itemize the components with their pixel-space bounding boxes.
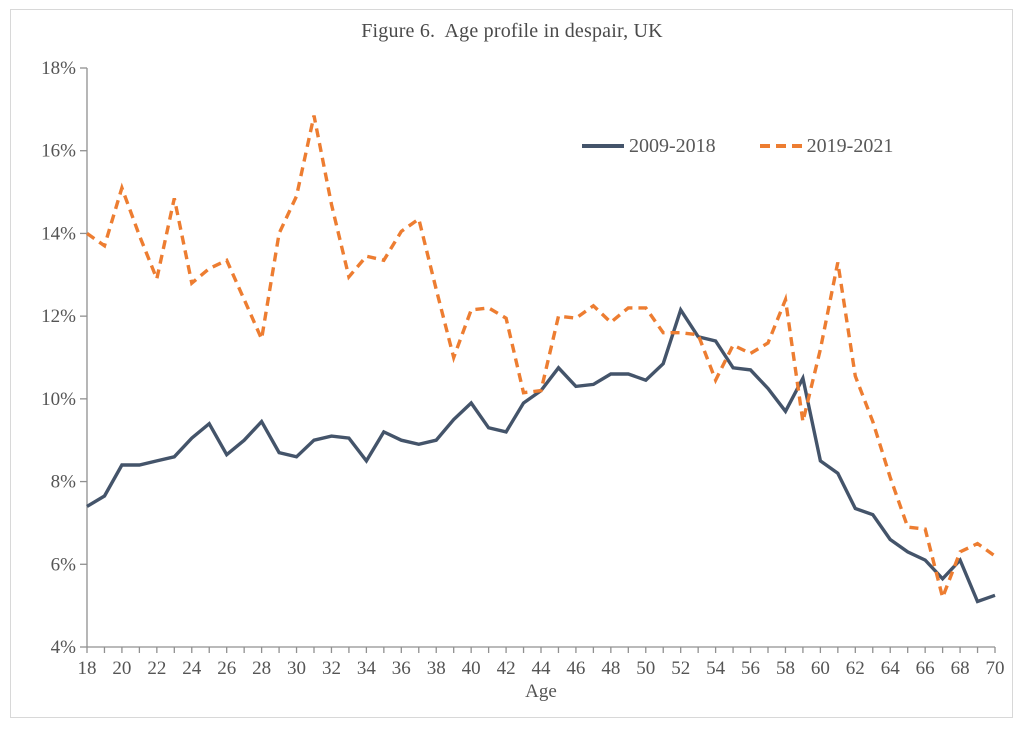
y-tick-label: 8% xyxy=(51,472,77,493)
x-tick-label: 26 xyxy=(217,658,236,679)
x-tick-label: 36 xyxy=(392,658,411,679)
y-tick-label: 10% xyxy=(41,389,76,410)
legend-item-2019-2021: 2019-2021 xyxy=(759,134,894,158)
x-tick-label: 44 xyxy=(532,658,552,679)
x-tick-label: 32 xyxy=(322,658,341,679)
series-line-2019-2021 xyxy=(86,115,996,603)
x-tick-label: 22 xyxy=(147,658,166,679)
chart-legend: 2009-2018 2019-2021 xyxy=(582,134,894,158)
y-tick-label: 12% xyxy=(41,306,76,327)
legend-swatch-solid-line-icon xyxy=(582,144,624,148)
x-tick-label: 62 xyxy=(846,658,865,679)
legend-label-2009-2018: 2009-2018 xyxy=(629,134,716,157)
series-line-2009-2018 xyxy=(86,305,996,604)
x-tick-label: 18 xyxy=(78,658,97,679)
y-tick-label: 4% xyxy=(51,637,77,658)
x-tick-label: 28 xyxy=(252,658,271,679)
x-tick-label: 56 xyxy=(741,658,760,679)
legend-label-2019-2021: 2019-2021 xyxy=(806,134,894,157)
x-tick-label: 52 xyxy=(671,658,690,679)
x-tick-label: 34 xyxy=(357,658,377,679)
x-tick-label: 60 xyxy=(811,658,830,679)
x-tick-label: 30 xyxy=(287,658,306,679)
y-tick-label: 18% xyxy=(41,58,76,79)
y-tick-label: 16% xyxy=(41,141,76,162)
x-axis-title: Age xyxy=(525,681,557,702)
x-tick-label: 64 xyxy=(881,658,901,679)
y-tick-label: 6% xyxy=(51,554,77,575)
y-tick-label: 14% xyxy=(41,223,76,244)
x-tick-label: 24 xyxy=(182,658,202,679)
x-tick-label: 70 xyxy=(986,658,1005,679)
x-tick-label: 46 xyxy=(566,658,585,679)
legend-swatch-dashed-line-icon xyxy=(759,144,802,148)
x-tick-label: 40 xyxy=(462,658,481,679)
legend-item-2009-2018: 2009-2018 xyxy=(582,135,716,158)
x-tick-label: 38 xyxy=(427,658,446,679)
chart-title: Figure 6. Age profile in despair, UK xyxy=(361,20,663,42)
x-tick-label: 50 xyxy=(636,658,655,679)
x-tick-label: 42 xyxy=(497,658,516,679)
x-tick-label: 20 xyxy=(112,658,131,679)
x-tick-label: 58 xyxy=(776,658,795,679)
x-tick-label: 66 xyxy=(916,658,935,679)
x-tick-label: 48 xyxy=(601,658,620,679)
x-tick-label: 54 xyxy=(706,658,726,679)
x-tick-label: 68 xyxy=(951,658,970,679)
